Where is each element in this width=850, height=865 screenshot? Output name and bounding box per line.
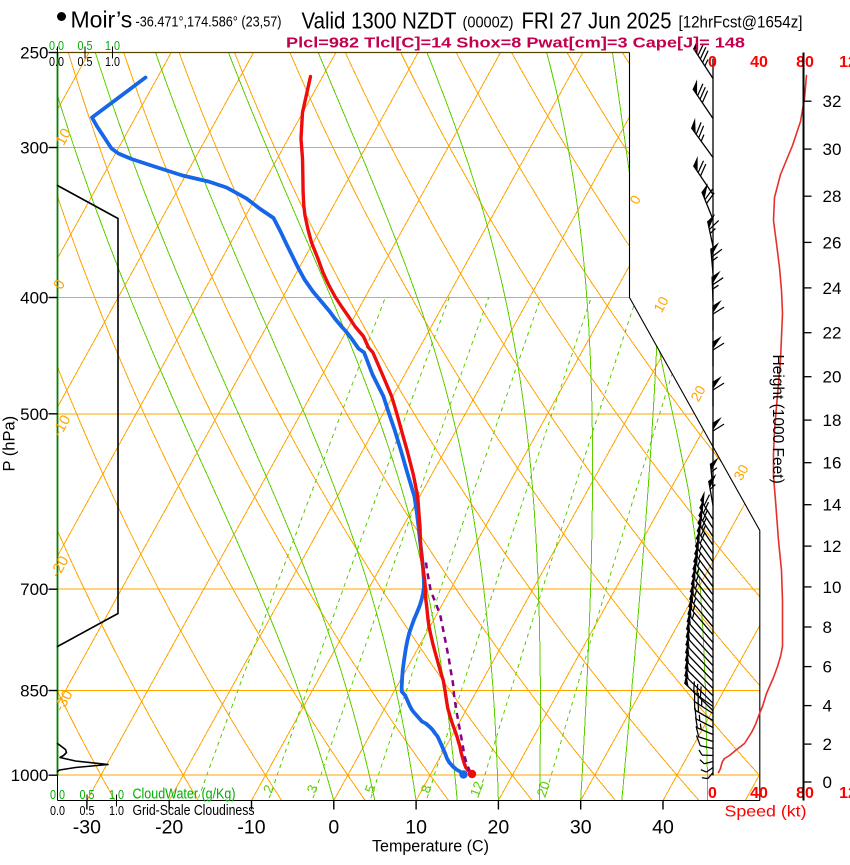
svg-text:-20: -20 [155,817,183,839]
svg-text:-30: -30 [73,817,101,839]
svg-text:Valid 1300 NZDT: Valid 1300 NZDT [302,8,457,34]
svg-text:6: 6 [823,658,832,677]
svg-text:10: 10 [405,817,427,839]
svg-text:12: 12 [839,785,850,802]
svg-text:16: 16 [823,454,842,473]
svg-text:Speed (kt): Speed (kt) [725,804,807,821]
svg-text:0: 0 [708,54,717,71]
svg-text:26: 26 [823,233,842,252]
svg-text:CloudWater (g/Kg): CloudWater (g/Kg) [133,787,236,803]
svg-text:12: 12 [823,537,842,556]
svg-text:32: 32 [823,92,842,111]
svg-text:(0000Z): (0000Z) [463,15,514,32]
svg-text:0.0: 0.0 [49,55,64,69]
svg-text:Grid-Scale Cloudiness: Grid-Scale Cloudiness [133,803,255,819]
svg-text:[12hrFcst@1654z]: [12hrFcst@1654z] [679,14,803,32]
svg-text:Height (1000 Feet): Height (1000 Feet) [769,355,786,484]
svg-text:400: 400 [20,289,48,308]
svg-text:0.0: 0.0 [50,804,65,818]
svg-text:80: 80 [796,54,814,71]
svg-text:12: 12 [839,54,850,71]
svg-text:30: 30 [823,140,842,159]
svg-text:4: 4 [823,697,832,716]
svg-text:FRI 27 Jun 2025: FRI 27 Jun 2025 [522,8,672,34]
svg-text:20: 20 [488,817,510,839]
svg-text:Plcl=982 Tlcl[C]=14 Shox=8 Pwa: Plcl=982 Tlcl[C]=14 Shox=8 Pwat[cm]=3 Ca… [286,35,745,52]
svg-text:1000: 1000 [11,766,49,785]
svg-text:18: 18 [823,411,842,430]
svg-text:30: 30 [570,817,592,839]
svg-text:10: 10 [823,578,842,597]
svg-text:0: 0 [328,817,339,839]
svg-text:0: 0 [823,773,832,792]
svg-text:-10: -10 [237,817,265,839]
svg-text:Temperature (C): Temperature (C) [372,837,489,856]
svg-text:0.0: 0.0 [49,39,64,53]
svg-text:250: 250 [20,44,48,63]
svg-text:Moir’s: Moir’s [71,7,133,33]
svg-text:300: 300 [20,139,48,158]
svg-text:14: 14 [823,496,842,515]
svg-text:80: 80 [796,785,814,802]
svg-text:40: 40 [750,54,768,71]
svg-text:8: 8 [823,618,832,637]
svg-text:20: 20 [823,368,842,387]
svg-text:P (hPa): P (hPa) [1,416,19,472]
svg-text:0: 0 [708,785,717,802]
svg-text:40: 40 [750,785,768,802]
svg-text:24: 24 [823,279,842,298]
svg-text:500: 500 [20,405,48,424]
svg-text:850: 850 [20,682,48,701]
svg-text:-36.471°,174.586° (23,57): -36.471°,174.586° (23,57) [136,14,282,31]
svg-text:22: 22 [823,324,842,343]
svg-text:700: 700 [20,580,48,599]
svg-text:40: 40 [652,817,674,839]
svg-text:28: 28 [823,187,842,206]
svg-text:2: 2 [823,735,832,754]
